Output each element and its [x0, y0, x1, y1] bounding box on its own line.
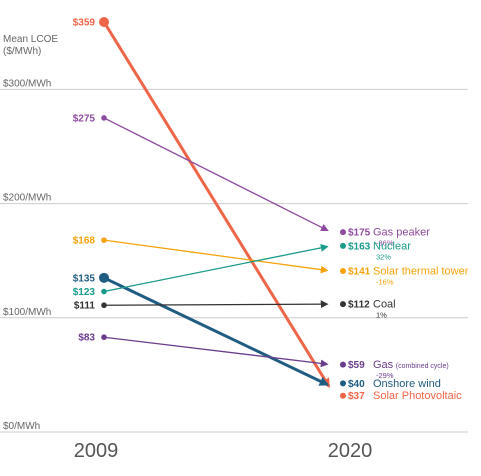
y-tick-label: $200/MWh	[3, 193, 51, 204]
series-line	[103, 336, 329, 368]
value-label-2020: $112	[348, 300, 370, 311]
series-line	[103, 117, 329, 232]
series-end-point	[340, 361, 346, 368]
value-label-2020: $40	[348, 379, 365, 390]
percent-change-label: -36%	[376, 239, 394, 248]
series-name: Nuclear	[373, 240, 411, 252]
x-tick-2020: 2020	[328, 440, 373, 462]
series-name: Onshore wind	[373, 378, 441, 390]
value-label-2020: $141	[348, 266, 371, 277]
gridlines: $0/MWh $100/MWh $200/MWh $300/MWh	[0, 78, 468, 433]
y-tick-label: $100/MWh	[3, 307, 51, 318]
series-name: Gas	[373, 359, 394, 371]
series-line	[103, 276, 330, 386]
x-axis: 2009 2020	[74, 440, 373, 462]
series-line	[103, 300, 329, 309]
series-line	[103, 244, 329, 293]
percent-change-label: 32%	[376, 252, 391, 261]
series-note: (combined cycle)	[396, 363, 449, 370]
series-line	[102, 21, 331, 388]
value-label-2020: $175	[348, 228, 371, 239]
percent-change-label: 1%	[376, 311, 387, 320]
series-labels: $359 $37 Solar Photovoltaic $275 $175 Gas pea…	[73, 18, 469, 403]
value-label-2009: $168	[73, 236, 96, 247]
value-label-2009: $135	[73, 273, 96, 284]
value-label-2020: $59	[348, 360, 365, 371]
value-label-2009: $275	[73, 113, 96, 124]
percent-change-label: -16%	[376, 277, 394, 286]
series-lines	[99, 17, 346, 399]
series-end-point	[340, 392, 346, 399]
series-name: Coal	[373, 299, 396, 311]
y-axis-label-line1: Mean LCOE	[3, 34, 58, 45]
series-end-point	[340, 229, 346, 236]
value-label-2009: $111	[74, 301, 96, 312]
value-label-2009: $359	[73, 18, 96, 29]
y-tick-label: $0/MWh	[3, 421, 40, 432]
series-name: Gas peaker	[373, 227, 430, 239]
series-start-point	[101, 288, 107, 295]
percent-change-label: -29%	[376, 371, 394, 380]
series-name: Solar thermal tower	[373, 265, 469, 277]
series-end-point	[340, 301, 346, 308]
y-axis-label-line2: ($/MWh)	[3, 46, 41, 57]
value-label-2009: $123	[73, 287, 96, 298]
y-axis: Mean LCOE ($/MWh)	[3, 34, 58, 57]
series-name: Solar Photovoltaic	[373, 390, 462, 402]
value-label-2020: $163	[348, 241, 371, 252]
value-label-2020: $37	[348, 391, 365, 402]
value-label-2009: $83	[78, 333, 95, 344]
series-end-point	[340, 242, 346, 249]
series-end-point	[340, 380, 346, 387]
series-line	[103, 239, 329, 274]
series-end-point	[340, 267, 346, 274]
x-tick-2009: 2009	[74, 440, 119, 462]
y-tick-label: $300/MWh	[3, 78, 51, 89]
